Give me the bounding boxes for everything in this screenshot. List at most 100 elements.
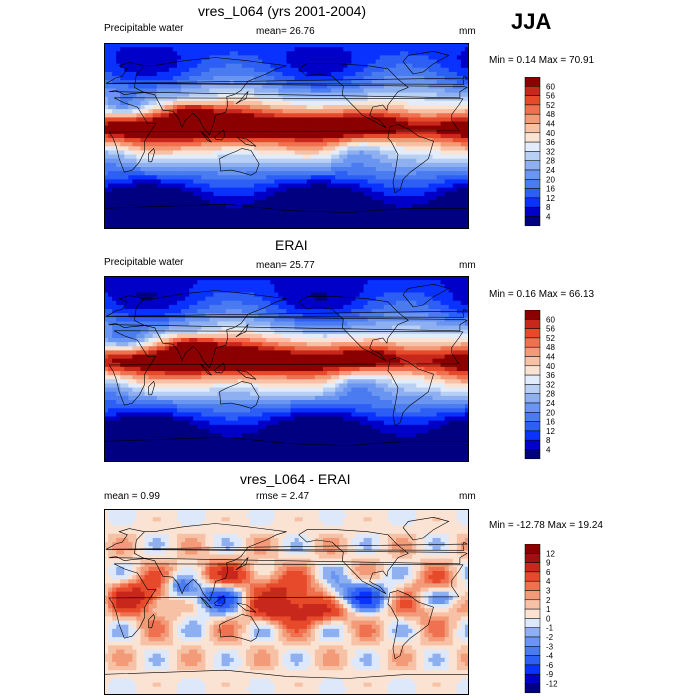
colorbar-label: 40	[546, 129, 555, 138]
colorbar-box	[524, 86, 541, 96]
coastline	[200, 596, 212, 609]
panel-2-title: ERAI	[275, 237, 308, 253]
colorbar-box	[524, 599, 541, 610]
colorbar-label: 20	[546, 408, 555, 417]
colorbar-box	[524, 188, 541, 199]
colorbar-label: -9	[546, 670, 554, 679]
colorbar-label: 36	[546, 371, 555, 380]
colorbar-box	[524, 123, 541, 134]
panel-2-left-label: Precipitable water	[104, 257, 184, 268]
colorbar-box	[524, 319, 541, 329]
colorbar-box	[524, 655, 541, 666]
map-field	[104, 276, 469, 462]
coastlines	[104, 50, 469, 213]
colorbar-box	[524, 151, 541, 161]
panel-3-map	[104, 509, 469, 695]
colorbar-box	[524, 365, 541, 376]
colorbar-box	[524, 216, 541, 227]
colorbar-label: 52	[546, 101, 555, 110]
colorbar-label: 16	[546, 418, 555, 427]
coastline	[105, 295, 468, 332]
colorbar-box	[524, 197, 541, 208]
season-label: JJA	[511, 9, 552, 34]
colorbar-label: 12	[546, 194, 555, 203]
coastline	[105, 75, 468, 85]
colorbar-box	[524, 337, 541, 348]
colorbar-label: -2	[546, 633, 554, 642]
colorbar-label: 32	[546, 380, 555, 389]
panel-1-minmax: Min = 0.14 Max = 70.91	[489, 55, 595, 66]
colorbar-box	[524, 580, 541, 591]
colorbar-box	[524, 608, 541, 619]
coastline	[298, 529, 409, 594]
colorbar-box	[524, 374, 541, 385]
map-field	[104, 509, 469, 695]
map-frame	[104, 43, 469, 229]
coastline	[298, 63, 409, 128]
colorbar-box	[524, 179, 541, 189]
panel-3-title: vres_L064 - ERAI	[240, 471, 351, 487]
colorbar-label: 9	[546, 559, 551, 568]
coastline	[105, 308, 468, 318]
coastline	[402, 50, 450, 75]
map-field	[104, 43, 469, 229]
panel-2-units: mm	[459, 260, 476, 271]
colorbar-label: -12	[546, 680, 558, 689]
panel-3-mean-label: mean = 0.99	[104, 491, 160, 502]
panel-2-map	[104, 276, 469, 462]
coastline	[214, 129, 226, 141]
panel-3-minmax: Min = -12.78 Max = 19.24	[489, 520, 603, 531]
colorbar-box	[524, 77, 541, 87]
colorbar-label: 32	[546, 147, 555, 156]
colorbar-label: 48	[546, 110, 555, 119]
coastline	[104, 669, 469, 679]
coastline	[148, 380, 156, 396]
colorbar-box	[524, 673, 541, 684]
panel-1-title: vres_L064 (yrs 2001-2004)	[198, 3, 367, 19]
colorbar-box	[524, 664, 541, 675]
colorbar-box	[524, 636, 541, 647]
colorbar-label: 24	[546, 399, 555, 408]
colorbar-box	[524, 384, 541, 394]
colorbar-box	[524, 169, 541, 180]
colorbar-box	[524, 206, 541, 217]
colorbar-label: 56	[546, 325, 555, 334]
coastline	[214, 362, 226, 374]
coastline	[387, 590, 434, 660]
colorbar-box	[524, 132, 541, 143]
colorbar-box	[524, 571, 541, 582]
panel-2-mean-label: mean= 25.77	[256, 260, 315, 271]
colorbar-label: 44	[546, 353, 555, 362]
colorbar-box	[524, 393, 541, 404]
coastline	[235, 90, 249, 105]
coastline	[219, 381, 260, 409]
colorbar-box	[524, 627, 541, 638]
colorbar-box	[524, 113, 541, 124]
colorbar-box	[524, 449, 541, 460]
colorbar-label: 0	[546, 614, 551, 623]
panel-1-mean-label: mean= 26.76	[256, 26, 315, 37]
colorbar-box	[524, 683, 541, 694]
colorbar-box	[524, 421, 541, 432]
panel-3-rmse-label: rmse = 2.47	[256, 491, 310, 502]
coastline	[235, 323, 249, 338]
coastline	[148, 147, 156, 163]
map-frame	[104, 276, 469, 462]
panel-1-map	[104, 43, 469, 229]
colorbar-label: 40	[546, 362, 555, 371]
colorbar-box	[524, 328, 541, 339]
colorbar-label: 4	[546, 213, 551, 222]
coastlines	[104, 283, 469, 446]
coastline	[144, 290, 287, 369]
coastline	[214, 595, 226, 607]
colorbar-label: 48	[546, 343, 555, 352]
colorbar-label: 16	[546, 185, 555, 194]
colorbar-label: 4	[546, 577, 551, 586]
colorbar-box	[524, 412, 541, 422]
coastline	[387, 124, 434, 194]
colorbar-label: 4	[546, 446, 551, 455]
coastline	[148, 613, 156, 629]
